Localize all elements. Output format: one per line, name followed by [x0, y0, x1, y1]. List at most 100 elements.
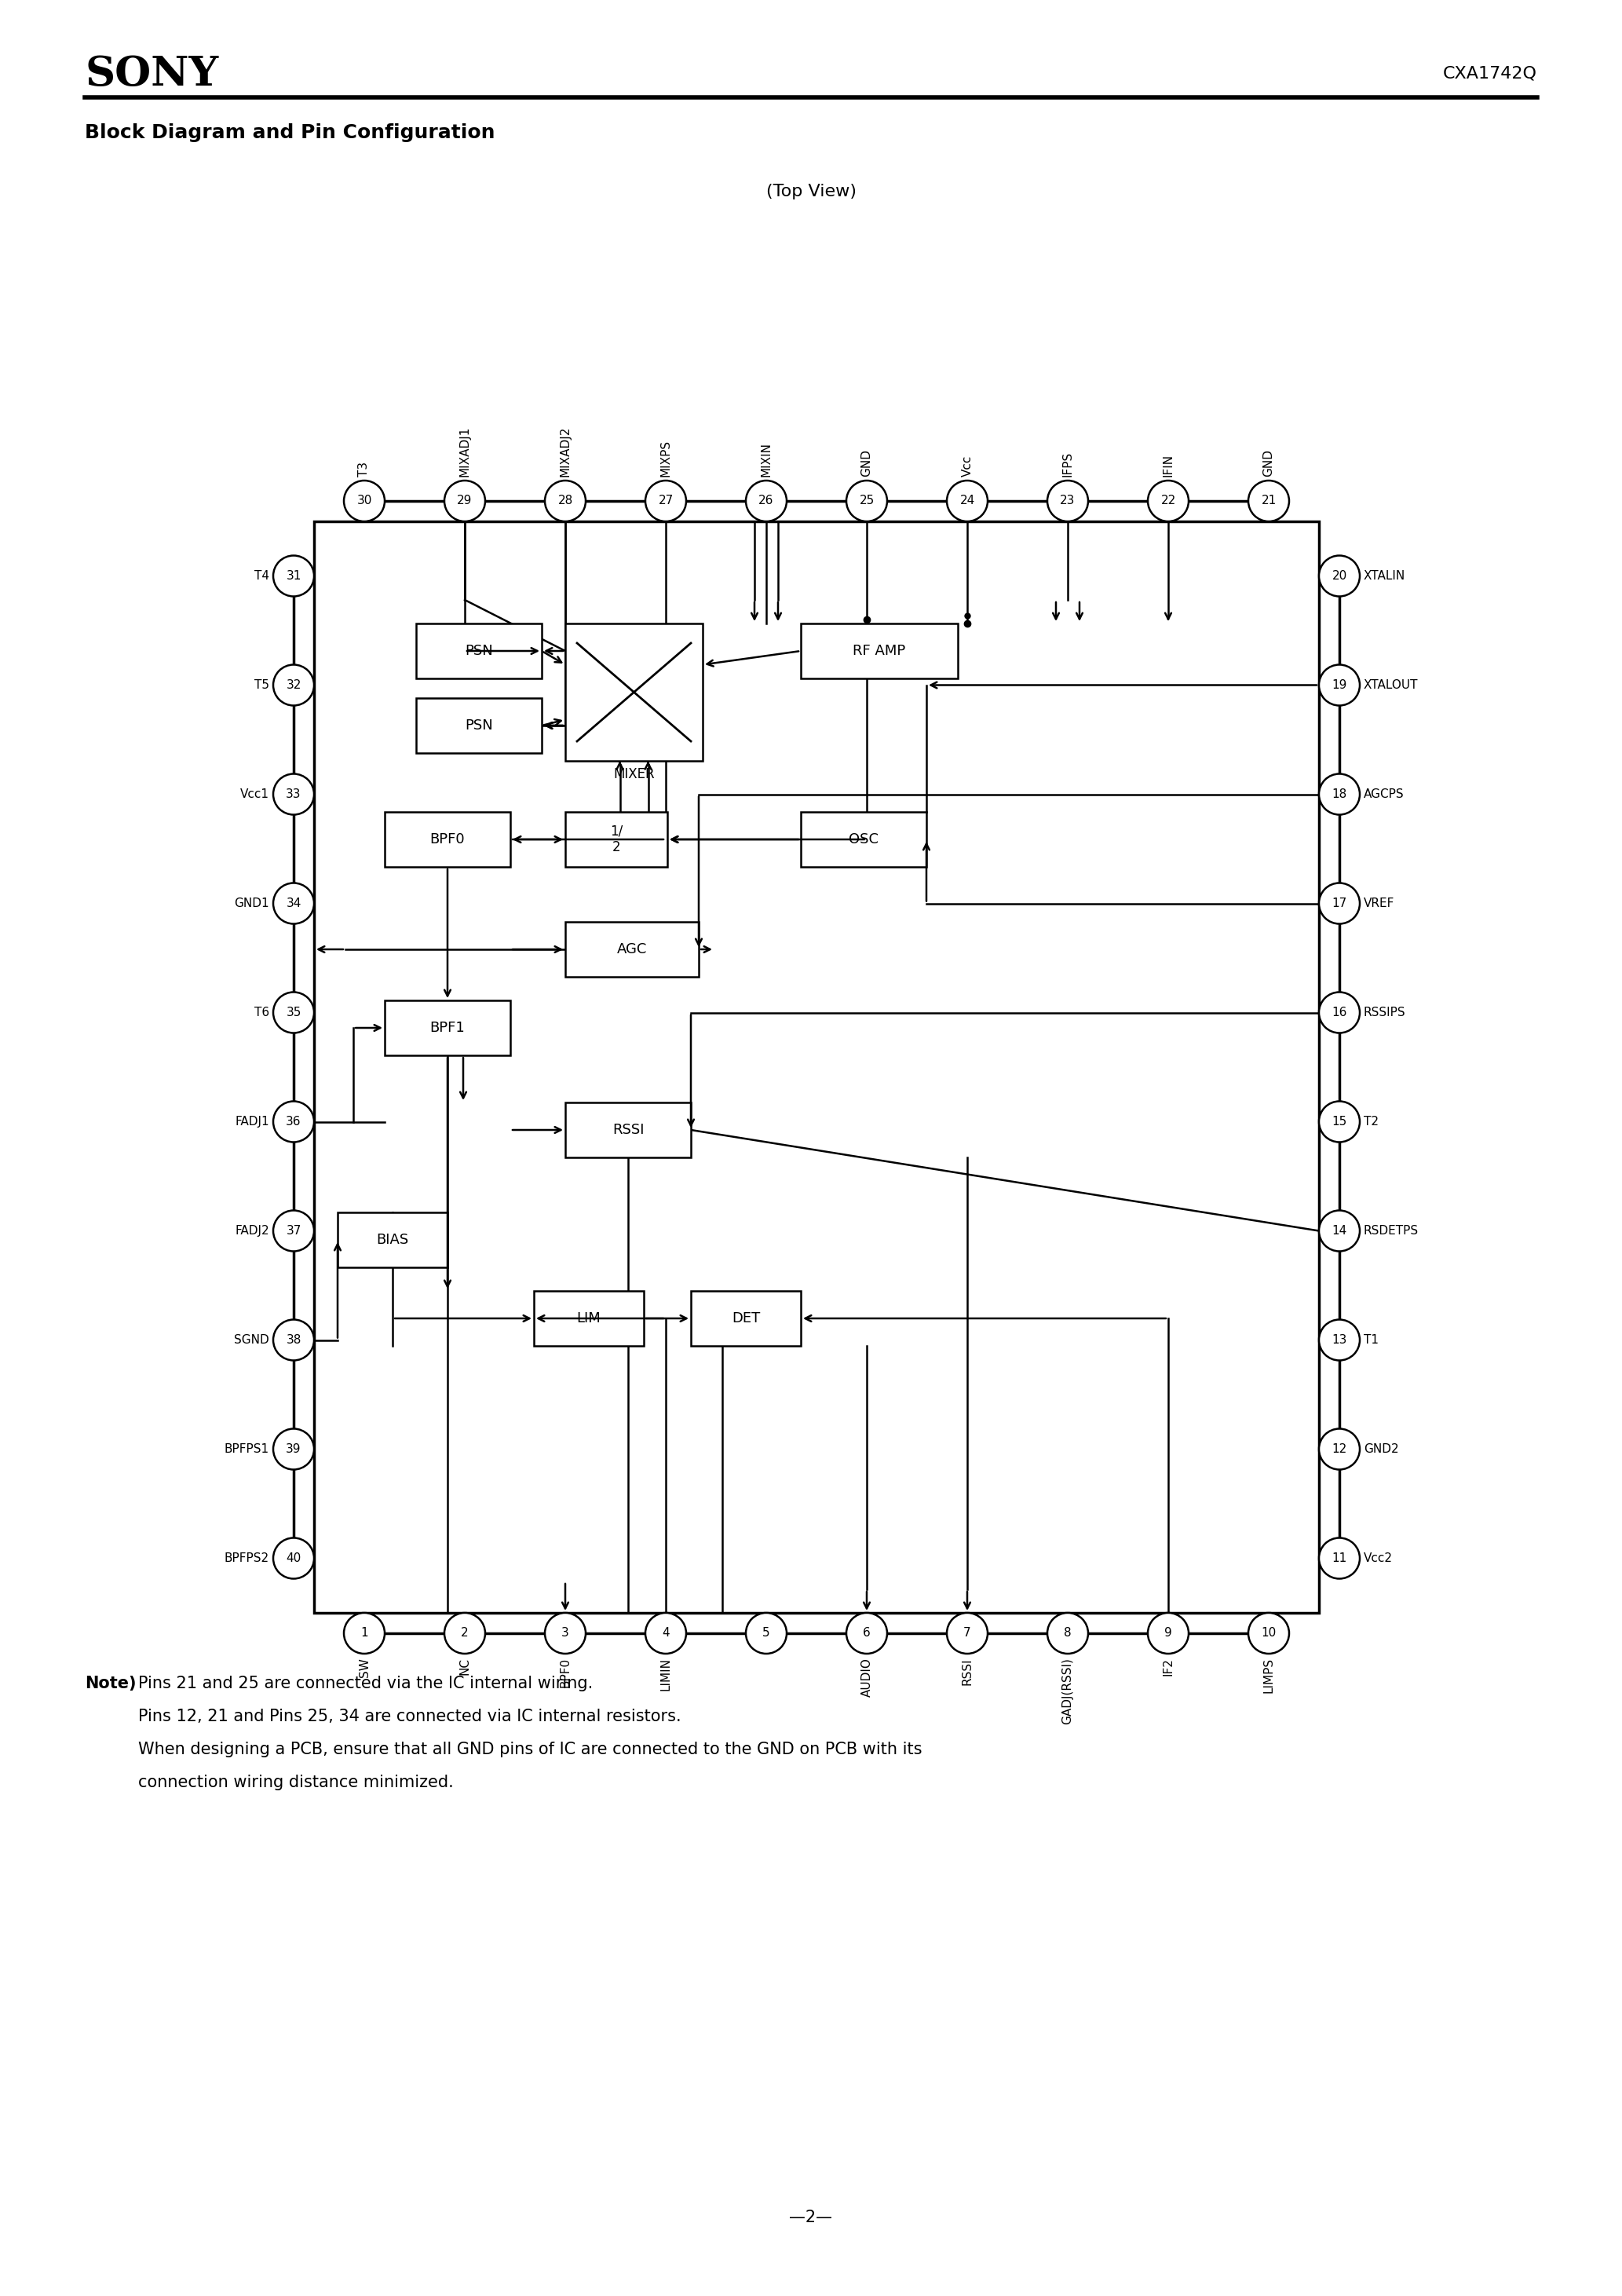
- Circle shape: [1319, 1428, 1359, 1469]
- Circle shape: [1249, 480, 1289, 521]
- Text: 11: 11: [1332, 1552, 1346, 1564]
- Bar: [337, 1212, 448, 1267]
- Text: 32: 32: [285, 680, 302, 691]
- Text: T3: T3: [358, 461, 370, 478]
- Text: SGND: SGND: [234, 1334, 269, 1345]
- Bar: [417, 625, 542, 677]
- Circle shape: [1148, 480, 1189, 521]
- Text: MIXER: MIXER: [613, 767, 655, 781]
- Circle shape: [272, 1428, 315, 1469]
- Text: T2: T2: [1364, 1116, 1379, 1127]
- Bar: [564, 813, 667, 868]
- Text: RSSI: RSSI: [611, 1123, 644, 1137]
- Circle shape: [1319, 1320, 1359, 1362]
- Text: 15: 15: [1332, 1116, 1346, 1127]
- Text: 9: 9: [1165, 1628, 1173, 1639]
- Circle shape: [1319, 556, 1359, 597]
- Text: NC: NC: [459, 1658, 470, 1674]
- Circle shape: [272, 1102, 315, 1141]
- Text: GADJ(RSSI): GADJ(RSSI): [1062, 1658, 1074, 1724]
- Circle shape: [1319, 1210, 1359, 1251]
- Text: 21: 21: [1262, 496, 1277, 507]
- Text: MIXADJ2: MIXADJ2: [560, 427, 571, 478]
- Text: 40: 40: [285, 1552, 302, 1564]
- Text: 35: 35: [285, 1006, 302, 1019]
- Text: 7: 7: [963, 1628, 972, 1639]
- Text: 1/
2: 1/ 2: [610, 824, 623, 854]
- Text: RSDETPS: RSDETPS: [1364, 1226, 1419, 1238]
- Text: 14: 14: [1332, 1226, 1346, 1238]
- Text: 26: 26: [759, 496, 774, 507]
- Text: OSC: OSC: [848, 833, 879, 847]
- Bar: [315, 521, 1319, 1612]
- Text: MIXPS: MIXPS: [660, 439, 672, 478]
- Bar: [384, 813, 511, 868]
- Text: 27: 27: [659, 496, 673, 507]
- Text: 16: 16: [1332, 1006, 1346, 1019]
- Circle shape: [272, 884, 315, 923]
- Text: 20: 20: [1332, 569, 1346, 581]
- Circle shape: [444, 480, 485, 521]
- Circle shape: [272, 1210, 315, 1251]
- Text: T6: T6: [255, 1006, 269, 1019]
- Text: 4: 4: [662, 1628, 670, 1639]
- Bar: [384, 1001, 511, 1056]
- Circle shape: [947, 1612, 988, 1653]
- Text: RF AMP: RF AMP: [853, 643, 905, 659]
- Text: GND: GND: [1264, 450, 1275, 478]
- Bar: [801, 813, 926, 868]
- Text: 25: 25: [860, 496, 874, 507]
- Text: 39: 39: [285, 1444, 302, 1456]
- Text: When designing a PCB, ensure that all GND pins of IC are connected to the GND on: When designing a PCB, ensure that all GN…: [138, 1743, 921, 1756]
- Text: 2: 2: [461, 1628, 469, 1639]
- Circle shape: [1319, 666, 1359, 705]
- Text: MIXADJ1: MIXADJ1: [459, 427, 470, 478]
- Text: PSN: PSN: [466, 643, 493, 659]
- Circle shape: [646, 1612, 686, 1653]
- Text: 5: 5: [762, 1628, 770, 1639]
- Text: 24: 24: [960, 496, 975, 507]
- Text: 29: 29: [457, 496, 472, 507]
- Text: BIAS: BIAS: [376, 1233, 409, 1247]
- Text: 34: 34: [285, 898, 302, 909]
- Text: Vcc: Vcc: [962, 455, 973, 478]
- Text: FADJ1: FADJ1: [235, 1116, 269, 1127]
- Text: Pins 12, 21 and Pins 25, 34 are connected via IC internal resistors.: Pins 12, 21 and Pins 25, 34 are connecte…: [138, 1708, 681, 1724]
- Text: T1: T1: [1364, 1334, 1379, 1345]
- Text: GND1: GND1: [234, 898, 269, 909]
- Circle shape: [272, 666, 315, 705]
- Text: BPFPS1: BPFPS1: [224, 1444, 269, 1456]
- Text: BPF1: BPF1: [430, 1022, 466, 1035]
- Text: IFIN: IFIN: [1163, 455, 1174, 478]
- Circle shape: [1319, 774, 1359, 815]
- Text: XTALIN: XTALIN: [1364, 569, 1406, 581]
- Text: 8: 8: [1064, 1628, 1072, 1639]
- Circle shape: [1048, 480, 1088, 521]
- Circle shape: [1148, 1612, 1189, 1653]
- Text: 13: 13: [1332, 1334, 1346, 1345]
- Circle shape: [847, 480, 887, 521]
- Text: SW: SW: [358, 1658, 370, 1676]
- Text: CXA1742Q: CXA1742Q: [1444, 67, 1538, 83]
- Text: 37: 37: [285, 1226, 302, 1238]
- Circle shape: [272, 774, 315, 815]
- Circle shape: [847, 1612, 887, 1653]
- Circle shape: [1319, 884, 1359, 923]
- Bar: [564, 1102, 691, 1157]
- Text: RSSI: RSSI: [962, 1658, 973, 1685]
- Text: BPF0: BPF0: [560, 1658, 571, 1688]
- Circle shape: [545, 1612, 586, 1653]
- Bar: [417, 698, 542, 753]
- Text: GND: GND: [861, 450, 873, 478]
- Text: 1: 1: [360, 1628, 368, 1639]
- Circle shape: [344, 480, 384, 521]
- Text: IF2: IF2: [1163, 1658, 1174, 1676]
- Bar: [564, 923, 699, 976]
- Text: 6: 6: [863, 1628, 871, 1639]
- Circle shape: [272, 556, 315, 597]
- Text: 33: 33: [285, 788, 302, 799]
- Text: DET: DET: [732, 1311, 761, 1325]
- Text: —2—: —2—: [790, 2209, 832, 2225]
- Text: BPF0: BPF0: [430, 833, 466, 847]
- Bar: [564, 625, 702, 760]
